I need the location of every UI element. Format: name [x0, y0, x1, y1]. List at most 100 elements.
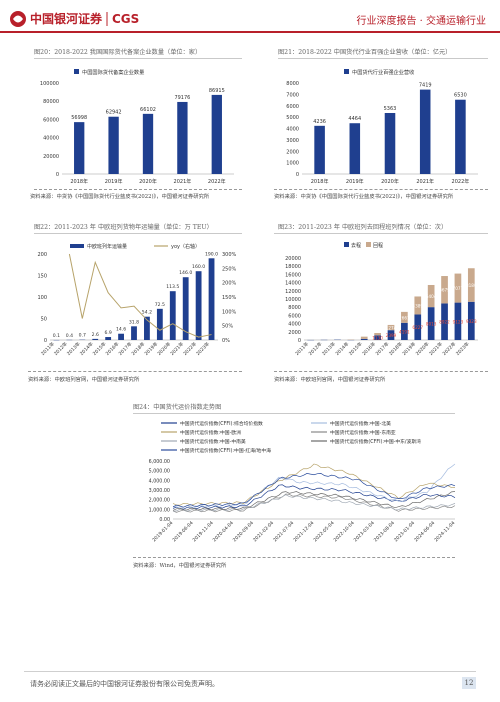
legend-label: 中国货代运价指数:中国-欧洲: [180, 429, 241, 436]
y-tick-label: 10000: [285, 297, 301, 303]
bar: [314, 125, 325, 174]
fig24-source: 资料来源：Wind，中国银河证券研究所: [133, 563, 227, 569]
y-tick-label: 5,000.00: [149, 469, 170, 475]
legend-label: 中国货代运价指数(CFFI):综合均价指数: [180, 420, 263, 427]
bar-value-label: 4464: [348, 116, 361, 122]
bar-label-outbound: 8922: [439, 320, 450, 325]
series-line: [172, 463, 456, 506]
bar-value-label: 7419: [419, 83, 432, 89]
y-tick-label: 2000: [286, 149, 299, 155]
fig21-source: 资料来源：中货协《中国国际货代行业蓝皮书(2022)》，中国银河证券研究所: [274, 194, 454, 200]
legend-label: 中国货代运价指数(CFFI):中国-中东/波斯湾: [330, 438, 421, 445]
x-tick-label: 2016年: [361, 340, 378, 357]
y2-tick-label: 0%: [222, 338, 230, 344]
fig20-title: 图20：2018-2022 我国国际货代备案企业数量（单位：家）: [34, 49, 202, 56]
bar: [349, 123, 361, 174]
y-tick-label: 5000: [286, 115, 299, 121]
fig22-title: 图22：2011-2023 年 中欧班列货物年运输量（单位：万 TEU）: [34, 224, 213, 231]
x-tick-label: 2020年: [414, 340, 431, 357]
legend-swatch: [74, 69, 79, 74]
fig20-chart: 中国国际货代备案企业数量 0 20000 40000 60000 80000 100000 5…: [40, 68, 234, 185]
y-tick-label: 80000: [43, 99, 59, 105]
bar-value-label: 31.8: [129, 319, 139, 325]
bar: [131, 326, 137, 340]
footer-disclaimer: 请务必阅读正文最后的中国银河证券股份有限公司免责声明。: [30, 680, 219, 688]
y-tick-label: 150: [37, 274, 47, 280]
fig22-source: 资料来源：中欧班列官网，中国银河证券研究所: [28, 377, 140, 383]
fig24-title: 图24：中国货代运价指数走势图: [133, 404, 222, 411]
fig24-rule: [133, 413, 455, 414]
y2-tick-label: 250%: [222, 266, 237, 272]
bar-label-return: 6679: [439, 288, 450, 293]
y-tick-label: 6000: [288, 313, 301, 319]
bar-value-label: 62942: [106, 110, 122, 116]
series-line: [172, 491, 456, 511]
bar-label-outbound: 9323: [466, 319, 477, 324]
y-tick-label: 3000: [286, 138, 299, 144]
bar-value-label: 6.9: [104, 330, 111, 336]
y2-tick-label: 200%: [222, 281, 237, 287]
x-tick-label: 2017年: [374, 340, 391, 357]
bar-return: [387, 324, 395, 331]
legend-swatch: [366, 242, 371, 247]
bar-outbound: [427, 307, 435, 340]
x-tick-label: 2021年: [427, 340, 444, 357]
x-tick-label: 2014年: [334, 340, 351, 357]
bar-return: [374, 333, 381, 336]
legend-swatch: [344, 69, 349, 74]
series-line: [172, 493, 456, 513]
bar-value-label: 0.7: [79, 333, 86, 339]
series-line: [172, 494, 456, 512]
fig21-src-rule: [274, 189, 488, 190]
y-tick-label: 8000: [288, 305, 301, 311]
y-tick-label: 2000: [288, 330, 301, 336]
fig21-chart: 中国货代行业百强企业营收 0 1000 2000 3000 4000 5000 6000 700…: [286, 68, 478, 185]
bar-value-label: 14.6: [116, 327, 126, 333]
x-tick-label: 2011年: [294, 340, 311, 357]
chart-bg: [133, 415, 455, 555]
y-tick-label: 2,000.00: [149, 498, 170, 504]
bar-value-label: 2.6: [92, 332, 99, 338]
fig20-src-rule: [34, 189, 242, 190]
bar-return: [360, 336, 368, 339]
bar: [144, 316, 150, 340]
footer-rule: [24, 671, 476, 672]
bar-value-label: 79176: [174, 95, 190, 101]
legend-label: 回程: [373, 242, 383, 249]
legend-swatch: [344, 242, 349, 247]
bar-value-label: 72.5: [155, 302, 165, 308]
bar-label-return: 2667: [399, 315, 410, 320]
y-tick-label: 200: [37, 252, 47, 258]
y-tick-label: 0: [44, 338, 47, 344]
fig24-chart: 中国货代运价指数(CFFI):综合均价指数 中国货代运价指数:中国-北美中国货代运…: [133, 415, 456, 555]
y-tick-label: 0.00: [159, 517, 170, 523]
y2-tick-label: 300%: [222, 252, 237, 258]
y-tick-label: 20000: [285, 256, 301, 262]
fig23-src-rule: [274, 371, 488, 372]
bar-label-outbound: 1130: [372, 336, 383, 341]
x-tick-label: 2012年: [307, 340, 324, 357]
legend-label: 中国货代运价指数:中国-北美: [330, 420, 391, 427]
bar-value-label: 86915: [209, 88, 225, 94]
bar-outbound: [374, 335, 381, 340]
report-type: 行业深度报告 · 交通运输行业: [356, 16, 486, 27]
bar-label-return: 5404: [426, 294, 437, 299]
y-tick-label: 1000: [286, 161, 299, 167]
bar: [156, 308, 163, 340]
bar: [419, 89, 431, 174]
legend-label-line: yoy（右轴）: [171, 243, 200, 250]
brand-name-en: CGS: [112, 12, 139, 26]
x-tick-label: 2019年: [105, 178, 123, 185]
y-tick-label: 6000: [286, 104, 299, 110]
y2-tick-label: 50%: [222, 324, 233, 330]
bar-label-outbound: 9123: [453, 319, 464, 324]
yoy-line: [68, 253, 212, 338]
y-tick-label: 0: [56, 172, 59, 178]
fig21-title: 图21：2018-2022 中国货代行业百强企业营收（单位：亿元）: [278, 49, 452, 56]
bar: [208, 258, 215, 340]
fig23-title: 图23：2011-2023 年 中欧班列去回程班列情况（单位：次）: [278, 224, 448, 231]
y-tick-label: 20000: [43, 154, 59, 160]
brand-emblem-icon: 中国银河证券 CGS: [10, 11, 139, 27]
y-tick-label: 4000: [288, 322, 301, 328]
fig22-chart: 中欧班列年运输量 yoy（右轴） 0 50 100 150 200 0% 50% 100% 150%…: [37, 243, 237, 357]
